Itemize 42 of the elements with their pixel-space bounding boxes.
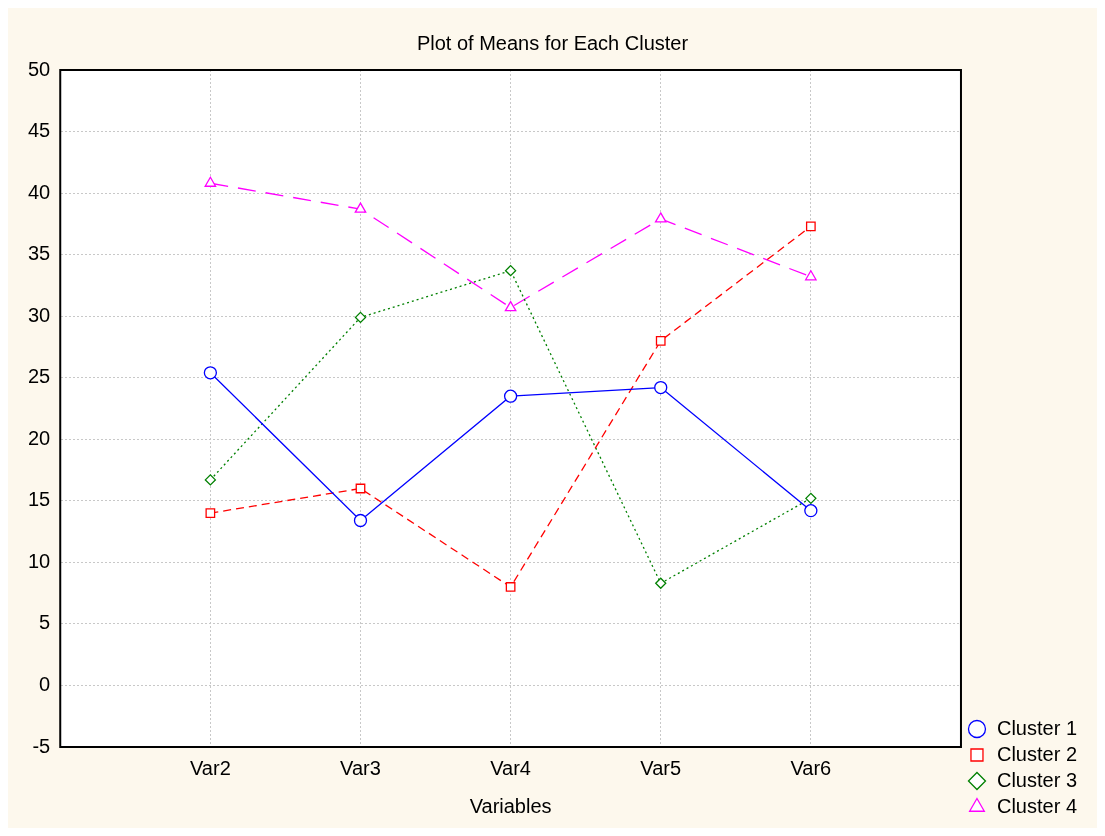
y-tick-label: 35	[28, 242, 51, 265]
point	[504, 264, 517, 277]
y-tick-label: 10	[28, 549, 51, 572]
legend-label: Cluster 4	[996, 794, 1077, 817]
y-tick-label: 40	[28, 180, 51, 203]
x-tick-label: Var5	[640, 756, 682, 779]
point	[354, 311, 367, 324]
point	[204, 176, 217, 187]
point	[655, 335, 666, 346]
y-tick-label: 30	[28, 303, 51, 326]
point	[204, 474, 217, 486]
point	[804, 504, 818, 518]
point	[205, 508, 216, 519]
x-tick-label: Var4	[490, 756, 531, 779]
y-tick-label: 15	[28, 488, 51, 511]
legend-label: Cluster 1	[996, 716, 1077, 739]
point	[654, 212, 667, 223]
point	[805, 492, 817, 505]
point	[354, 202, 367, 213]
y-tick-label: 45	[28, 119, 51, 142]
x-tick-label: Var6	[790, 756, 832, 779]
point	[505, 582, 516, 592]
legend-label: Cluster 3	[996, 768, 1077, 791]
y-tick-label: -5	[32, 734, 51, 757]
point	[353, 513, 368, 528]
y-tick-label: 20	[28, 426, 51, 449]
point	[655, 577, 667, 589]
y-tick-label: 5	[39, 611, 51, 634]
point	[504, 300, 517, 312]
point	[503, 389, 518, 403]
point	[805, 270, 817, 281]
point	[654, 380, 668, 395]
chart-title: Plot of Means for Each Cluster	[416, 31, 689, 54]
point	[203, 366, 218, 380]
x-tick-label: Var3	[340, 756, 381, 779]
legend-label: Cluster 2	[996, 742, 1077, 765]
point	[805, 221, 816, 232]
y-tick-label: 25	[28, 365, 51, 388]
y-tick-label: 50	[28, 57, 51, 80]
x-axis-title: Variables	[469, 794, 552, 817]
y-tick-label: 0	[39, 672, 51, 695]
x-tick-label: Var2	[189, 756, 231, 779]
